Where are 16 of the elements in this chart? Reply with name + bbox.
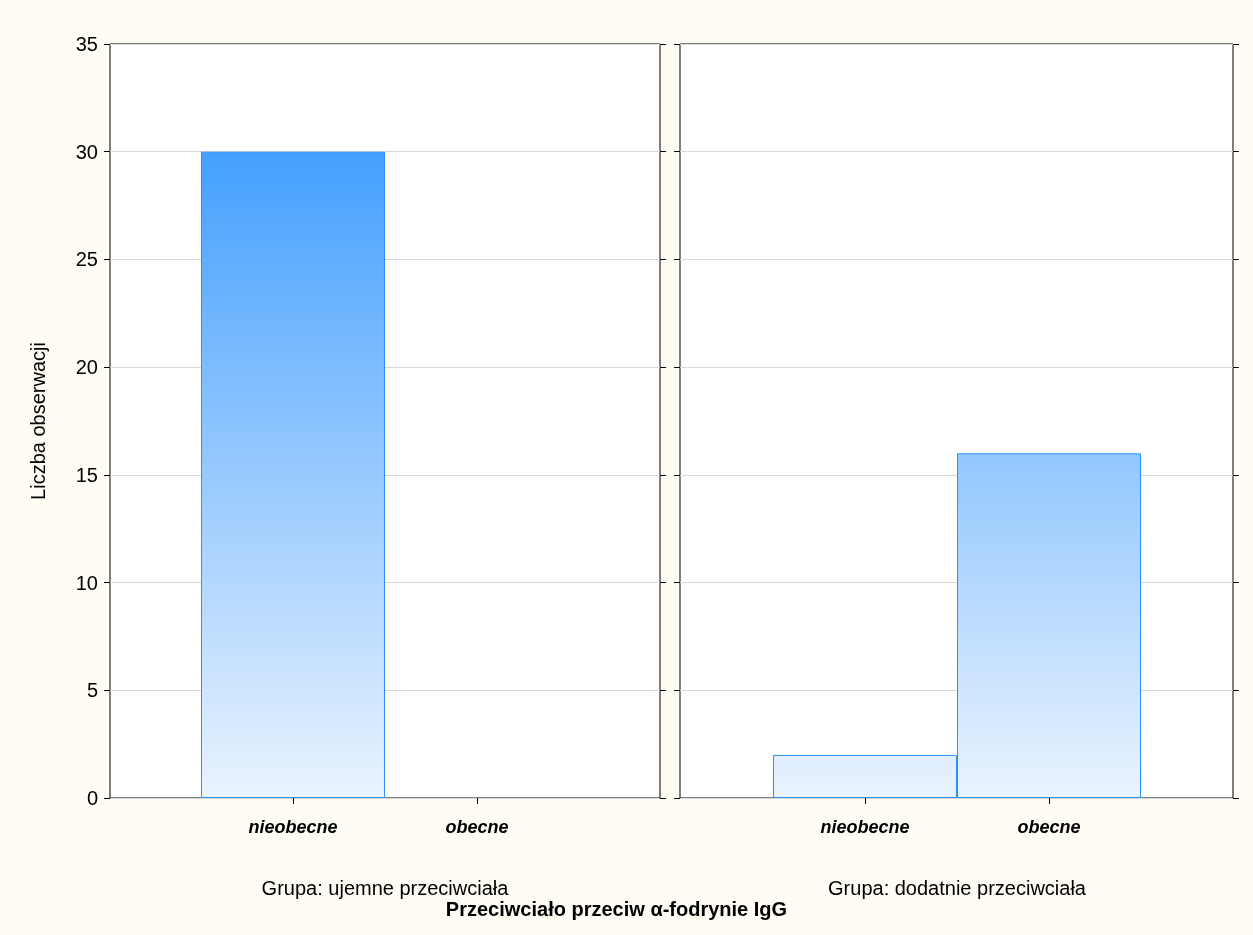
y-axis-title: Liczba obserwacji [27,342,49,500]
y-tick-label: 15 [75,463,98,486]
x-axis-title: Grupa: ujemne przeciwciała [261,877,510,899]
x-tick-label: obecne [445,817,509,837]
y-tick-label: 20 [75,356,98,379]
x-tick-label: nieobecne [248,817,338,837]
text: Przeciwciało przeciw α-fodrynie IgG [445,898,789,921]
y-tick-label: 35 [75,33,98,55]
y-tick-label: 30 [75,140,98,163]
x-axis-title: Grupa: dodatnie przeciwciała [828,877,1087,899]
x-tick-label: obecne [1017,817,1081,837]
y-tick-label: 5 [86,679,98,702]
y-tick-label: 0 [86,787,98,809]
y-tick-label: 25 [75,248,98,271]
x-tick-label: nieobecne [820,817,910,837]
y-tick-label: 10 [75,571,98,594]
